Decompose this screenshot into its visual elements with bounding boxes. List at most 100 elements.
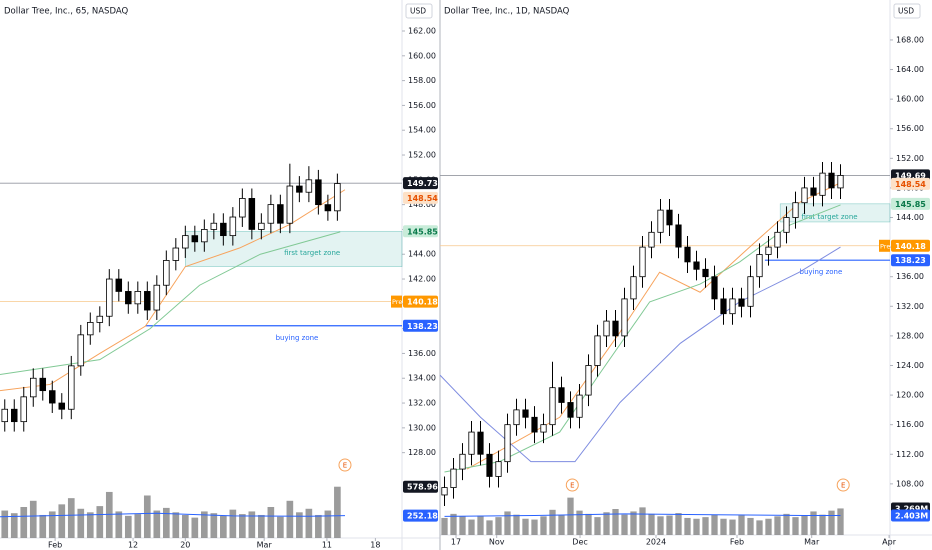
candle-body	[702, 268, 709, 278]
volume-bar	[105, 491, 113, 538]
moving-average	[0, 189, 346, 392]
candle-body	[585, 365, 592, 396]
y-tick-label: 124.00	[896, 361, 924, 370]
candle-body	[191, 235, 199, 243]
candle-body	[248, 198, 256, 230]
currency-box	[893, 3, 921, 19]
candle-body	[756, 254, 763, 278]
volume-bar	[441, 517, 448, 535]
candle-body	[765, 246, 772, 255]
volume-badge-label: 3.269M	[895, 504, 928, 513]
volume-badge	[891, 509, 930, 522]
candle-body	[783, 217, 790, 233]
y-tick-label: 148.00	[408, 200, 436, 209]
volume-bar	[621, 514, 628, 535]
x-tick-label: Mar	[257, 541, 273, 550]
candle-body	[459, 453, 466, 470]
volume-bar	[648, 513, 655, 535]
volume-badge-label: 578.962K	[407, 483, 450, 492]
volume-badge	[403, 509, 438, 522]
y-tick-label: 130.00	[408, 423, 436, 432]
volume-bar	[96, 506, 104, 538]
volume-bar	[172, 512, 180, 538]
volume-bar	[334, 486, 341, 538]
x-tick-label: 17	[451, 538, 461, 547]
candle-body	[182, 235, 189, 249]
y-tick-label: 160.00	[896, 95, 924, 104]
volume-bar	[248, 511, 256, 538]
candle-body	[801, 187, 808, 204]
y-tick-label: 108.00	[896, 479, 924, 488]
level-note: buying zone	[800, 268, 843, 276]
volume-bar	[239, 514, 246, 538]
volume-bar	[191, 517, 199, 538]
volume-bar	[711, 514, 718, 535]
volume-bar	[828, 510, 835, 535]
volume-bar	[513, 514, 520, 535]
volume-bar	[675, 513, 682, 535]
y-tick-label: 168.00	[896, 35, 924, 44]
x-tick-label: Apr	[882, 538, 897, 547]
volume-bar	[77, 508, 85, 538]
volume-bar	[612, 509, 619, 535]
volume-bar	[594, 517, 601, 535]
y-tick-label: 136.00	[408, 349, 436, 358]
candle-body	[828, 172, 835, 189]
candle-body	[810, 187, 817, 196]
volume-bar	[765, 518, 772, 535]
volume-bar	[153, 510, 161, 538]
zone-badge-label: 145.85	[895, 200, 926, 209]
volume-bar	[29, 500, 37, 538]
volume-bar	[783, 513, 790, 535]
candle-body	[77, 334, 85, 367]
candle-body	[747, 276, 754, 307]
candle-body	[296, 185, 303, 193]
volume-bar	[810, 511, 817, 535]
candle-body	[630, 276, 637, 300]
volume-bar	[792, 517, 799, 535]
x-tick-label: 12	[128, 541, 138, 550]
y-tick-label: 144.00	[408, 250, 436, 259]
volume-bar	[468, 519, 475, 535]
volume-bar	[756, 520, 763, 535]
volume-bar	[210, 513, 218, 538]
volume-bar	[39, 514, 47, 538]
price-badge	[891, 239, 930, 252]
zone-badge	[403, 225, 438, 238]
volume-bar	[162, 507, 170, 538]
price-badge	[403, 295, 438, 308]
price-badge-label: 149.69	[895, 171, 926, 180]
price-badge-label: 149.73	[407, 179, 438, 188]
volume-bar	[558, 515, 565, 535]
candle-body	[603, 320, 610, 337]
volume-bar	[630, 511, 637, 535]
candle-body	[49, 390, 56, 404]
y-tick-label: 160.00	[408, 51, 436, 60]
candle-body	[20, 396, 28, 423]
candle-body	[315, 179, 322, 206]
volume-bar	[220, 515, 227, 538]
y-tick-label: 144.00	[896, 213, 924, 222]
volume-bar	[747, 517, 754, 535]
y-tick-label: 156.00	[408, 101, 436, 110]
price-badge-label: 148.54	[895, 180, 926, 189]
y-tick-label: 132.00	[896, 302, 924, 311]
volume-bar	[774, 516, 781, 535]
candle-body	[504, 424, 511, 463]
y-tick-label: 156.00	[896, 124, 924, 133]
volume-bar	[86, 512, 94, 538]
price-badge-label: 138.23	[407, 322, 438, 331]
volume-bar	[315, 514, 322, 538]
volume-bar	[720, 518, 727, 535]
candle-body	[648, 231, 655, 248]
candle-body	[576, 394, 583, 418]
y-tick-label: 164.00	[896, 65, 924, 74]
earnings-label: E	[570, 482, 574, 490]
target-zone	[185, 230, 403, 267]
x-tick-label: Feb	[48, 541, 62, 550]
candle-body	[792, 202, 799, 218]
price-badge-label: 140.18	[407, 298, 438, 307]
candle-body	[657, 209, 664, 233]
price-badge	[891, 177, 930, 190]
volume-bar	[181, 514, 189, 538]
